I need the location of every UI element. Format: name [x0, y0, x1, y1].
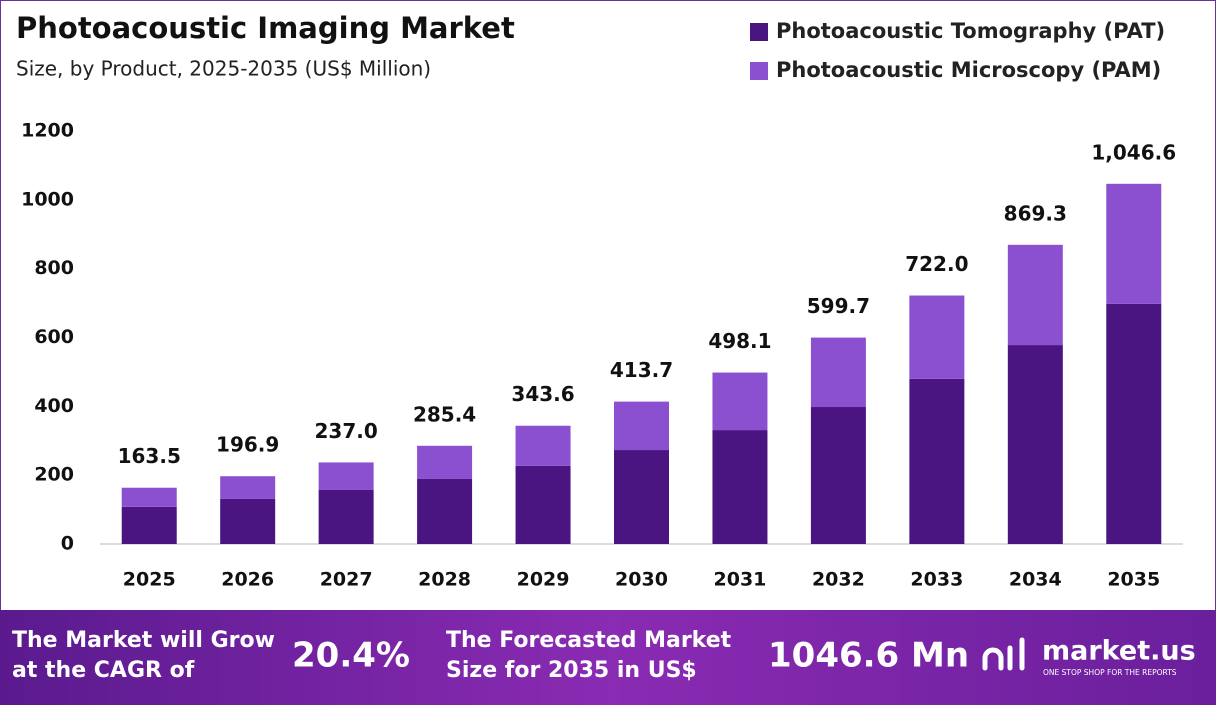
- y-tick-label: 1000: [21, 188, 74, 210]
- total-label: 599.7: [807, 294, 870, 318]
- bar-segment: [417, 445, 473, 479]
- bar-segment: [909, 378, 965, 544]
- total-label: 413.7: [610, 358, 673, 382]
- bar-segment: [121, 506, 177, 544]
- x-tick-label: 2028: [418, 569, 471, 591]
- bar-segment: [1007, 244, 1063, 346]
- bar-segment: [1106, 183, 1162, 304]
- y-tick-label: 200: [34, 464, 74, 486]
- x-tick-label: 2032: [812, 569, 865, 591]
- y-tick-label: 400: [34, 395, 74, 417]
- bar-segment: [220, 476, 276, 499]
- y-tick-label: 1200: [21, 120, 74, 142]
- brand-tagline: ONE STOP SHOP FOR THE REPORTS: [1043, 668, 1177, 677]
- x-tick-label: 2025: [123, 569, 176, 591]
- bar-segment: [515, 465, 571, 544]
- x-tick-label: 2029: [517, 569, 570, 591]
- bar-segment: [712, 372, 768, 431]
- forecast-text: Size for 2035 in US$: [446, 658, 697, 683]
- bar-segment: [810, 407, 866, 544]
- brand-name: market.us: [1042, 636, 1196, 667]
- x-tick-label: 2030: [615, 569, 668, 591]
- chart-title: Photoacoustic Imaging Market: [16, 11, 515, 45]
- total-label: 196.9: [216, 433, 279, 457]
- x-tick-label: 2033: [910, 569, 963, 591]
- bar-segment: [909, 295, 965, 379]
- bar-segment: [810, 337, 866, 408]
- bar-segment: [1106, 303, 1162, 544]
- bar-segment: [1007, 345, 1063, 544]
- cagr-text: The Market will Grow: [12, 628, 275, 653]
- x-tick-label: 2031: [714, 569, 767, 591]
- total-label: 285.4: [413, 402, 476, 426]
- total-label: 343.6: [511, 382, 574, 406]
- y-tick-label: 0: [61, 533, 74, 555]
- y-tick-label: 800: [34, 257, 74, 279]
- y-tick-label: 600: [34, 326, 74, 348]
- cagr-text: at the CAGR of: [12, 658, 195, 683]
- total-label: 1,046.6: [1091, 140, 1176, 164]
- bar-segment: [515, 425, 571, 466]
- chart-subtitle: Size, by Product, 2025-2035 (US$ Million…: [16, 57, 431, 81]
- cagr-value: 20.4%: [292, 636, 410, 676]
- x-tick-label: 2027: [320, 569, 373, 591]
- total-label: 498.1: [708, 329, 771, 353]
- bar-segment: [121, 487, 177, 507]
- bar-segment: [417, 478, 473, 544]
- bar-segment: [614, 401, 669, 451]
- x-tick-label: 2035: [1107, 569, 1160, 591]
- forecast-text: The Forecasted Market: [446, 628, 732, 653]
- bar-segment: [712, 430, 768, 544]
- legend-label: Photoacoustic Tomography (PAT): [776, 19, 1165, 43]
- bar-segment: [318, 489, 374, 544]
- total-label: 869.3: [1004, 201, 1067, 225]
- legend: Photoacoustic Tomography (PAT) Photoacous…: [750, 19, 1165, 82]
- bar-segment: [318, 462, 374, 490]
- forecast-value: 1046.6 Mn: [768, 636, 969, 676]
- footer-band: [0, 610, 1216, 705]
- x-tick-label: 2034: [1009, 569, 1062, 591]
- total-label: 722.0: [905, 252, 968, 276]
- total-label: 163.5: [118, 444, 181, 468]
- bar-segment: [614, 450, 669, 544]
- brand-logo: [982, 637, 1025, 671]
- x-tick-label: 2026: [221, 569, 274, 591]
- bar-segment: [220, 498, 276, 544]
- legend-label: Photoacoustic Microscopy (PAM): [776, 58, 1161, 82]
- legend-swatch: [750, 23, 768, 41]
- legend-swatch: [750, 62, 768, 80]
- total-label: 237.0: [315, 419, 378, 443]
